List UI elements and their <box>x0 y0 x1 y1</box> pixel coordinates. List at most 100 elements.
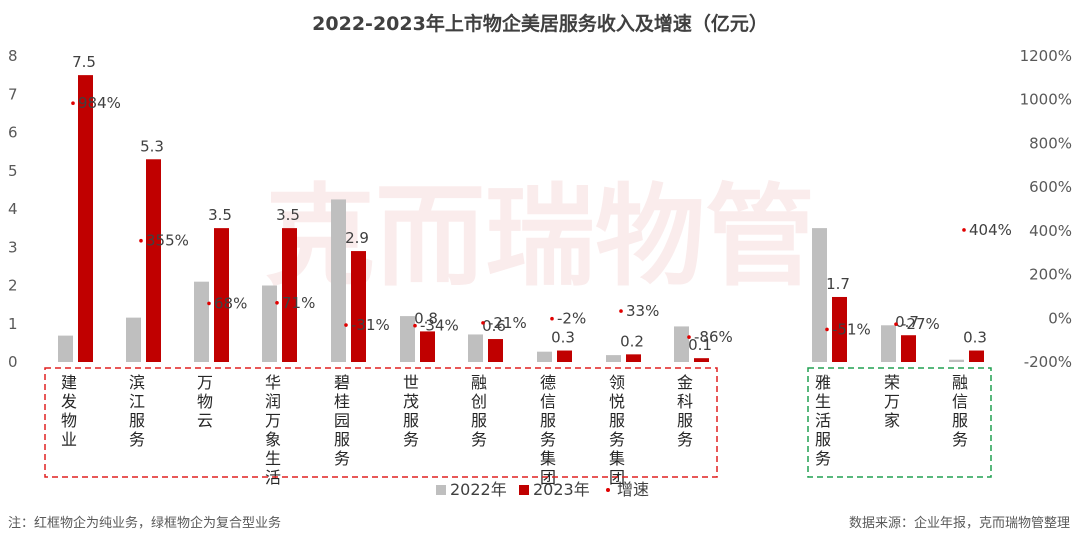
left-axis-tick: 3 <box>8 238 18 256</box>
category-labels: 建发物业 滨江服务 万物云 华润万象生活 碧桂园服务 世茂服务 融创服务 德信服务集团 领悦服务… <box>61 373 968 487</box>
value-label-2023: 3.5 <box>276 206 300 224</box>
growth-point <box>139 238 143 243</box>
left-axis-tick: 5 <box>8 162 18 180</box>
value-label-2023: 0.6 <box>482 317 506 335</box>
category-label: 德信服务集团 <box>540 373 556 487</box>
bar-2022 <box>331 199 346 362</box>
bar-2023 <box>969 350 984 362</box>
value-label-2023: 0.2 <box>620 332 644 350</box>
growth-point <box>550 316 554 321</box>
growth-label: -21% <box>488 314 527 332</box>
bar-2022 <box>606 355 621 362</box>
value-label-2023: 3.5 <box>208 206 232 224</box>
growth-point <box>619 309 623 313</box>
chart-title: 2022-2023年上市物企美居服务收入及增速（亿元） <box>312 12 768 35</box>
right-axis-tick: 1000% <box>1020 91 1072 109</box>
bar-2023 <box>901 335 916 362</box>
value-label-2023: 0.1 <box>688 336 712 354</box>
growth-point <box>344 323 348 327</box>
growth-label: 68% <box>214 294 247 312</box>
right-axis-tick: 200% <box>1029 266 1072 284</box>
value-label-2023: 5.3 <box>140 137 164 155</box>
growth-label: -27% <box>901 315 940 333</box>
bar-2023 <box>78 75 93 362</box>
group-box-green <box>807 367 992 478</box>
bar-2022 <box>126 317 141 362</box>
bar-2023 <box>557 350 572 362</box>
growth-label: 355% <box>146 232 189 250</box>
bar-2022 <box>468 334 483 362</box>
bar-2023 <box>420 331 435 362</box>
category-label: 建发物业 <box>61 373 77 449</box>
left-axis-tick: 7 <box>8 85 18 103</box>
right-axis-tick: 0% <box>1048 309 1072 327</box>
bar-2022 <box>949 359 964 362</box>
category-label: 世茂服务 <box>403 373 419 449</box>
group-box-red <box>44 367 718 478</box>
legend-swatch-2023 <box>519 485 529 495</box>
category-label: 雅生活服务 <box>815 373 831 468</box>
value-label-2023: 1.7 <box>826 275 850 293</box>
value-label-2023: 0.7 <box>895 313 919 331</box>
growth-point <box>894 322 898 326</box>
group-boxes <box>44 367 992 478</box>
growth-label: -51% <box>832 320 871 338</box>
bar-2023 <box>214 228 229 362</box>
legend-label-2022: 2022年 <box>450 480 507 499</box>
legend-label-growth: 增速 <box>617 480 649 499</box>
value-label-2023: 0.8 <box>414 309 438 327</box>
left-axis-tick: 1 <box>8 315 18 333</box>
bar-2022 <box>812 228 827 362</box>
category-label: 万物云 <box>197 373 213 430</box>
legend-label-2023: 2023年 <box>533 480 590 499</box>
category-label: 滨江服务 <box>129 373 145 449</box>
left-axis-tick: 2 <box>8 277 18 295</box>
category-label: 金科服务 <box>677 373 693 449</box>
growth-point <box>962 228 966 232</box>
bar-2022 <box>262 285 277 362</box>
growth-point <box>207 301 211 306</box>
growth-point <box>71 101 75 106</box>
footnote: 注：红框物企为纯业务，绿框物企为复合型业务 <box>8 515 281 531</box>
growth-label: -86% <box>694 328 733 346</box>
source-note: 数据来源：企业年报，克而瑞物管整理 <box>849 515 1070 531</box>
legend-swatch-growth <box>606 488 610 492</box>
bar-2022 <box>400 316 415 362</box>
right-axis-tick: 600% <box>1029 178 1072 196</box>
bar-2023 <box>694 358 709 362</box>
growth-label: 984% <box>78 94 121 112</box>
bar-2022 <box>674 326 689 362</box>
growth-point <box>481 321 485 325</box>
value-label-2023: 7.5 <box>72 53 96 71</box>
bar-2022 <box>58 335 73 362</box>
bar-2023 <box>626 354 641 362</box>
category-label: 华润万象生活 <box>265 373 281 487</box>
bar-2023 <box>488 339 503 362</box>
legend: 2022年 2023年 增速 <box>436 480 649 499</box>
category-label: 融信服务 <box>952 373 968 449</box>
right-axis-tick: 800% <box>1029 134 1072 152</box>
bar-2023 <box>832 296 847 362</box>
bar-2022 <box>881 325 896 362</box>
growth-label: -31% <box>351 316 390 334</box>
value-label-2023: 2.9 <box>345 229 369 247</box>
growth-point <box>687 335 691 339</box>
growth-label: -34% <box>420 317 459 335</box>
bars: 7.5 5.3 3.5 3.5 2.9 0.8 0.6 0.3 0.2 0.1 1.7 0.7 0.3 <box>58 53 987 362</box>
growth-label: 71% <box>282 294 315 312</box>
bar-2023 <box>351 251 366 362</box>
category-label: 领悦服务集团 <box>609 373 625 487</box>
left-axis-tick: 0 <box>8 353 18 371</box>
growth-label: -2% <box>557 310 586 328</box>
right-axis-tick: -200% <box>1024 353 1072 371</box>
growth-label: 404% <box>969 221 1012 239</box>
value-label-2023: 0.3 <box>551 329 575 347</box>
right-axis-tick: 1200% <box>1020 47 1072 65</box>
bar-2023 <box>146 159 161 362</box>
left-axis-tick: 6 <box>8 124 18 142</box>
growth-point <box>825 327 829 332</box>
left-axis: 0 1 2 3 4 5 6 7 8 <box>8 47 18 371</box>
right-axis-tick: 400% <box>1029 222 1072 240</box>
bar-2022 <box>194 281 209 362</box>
